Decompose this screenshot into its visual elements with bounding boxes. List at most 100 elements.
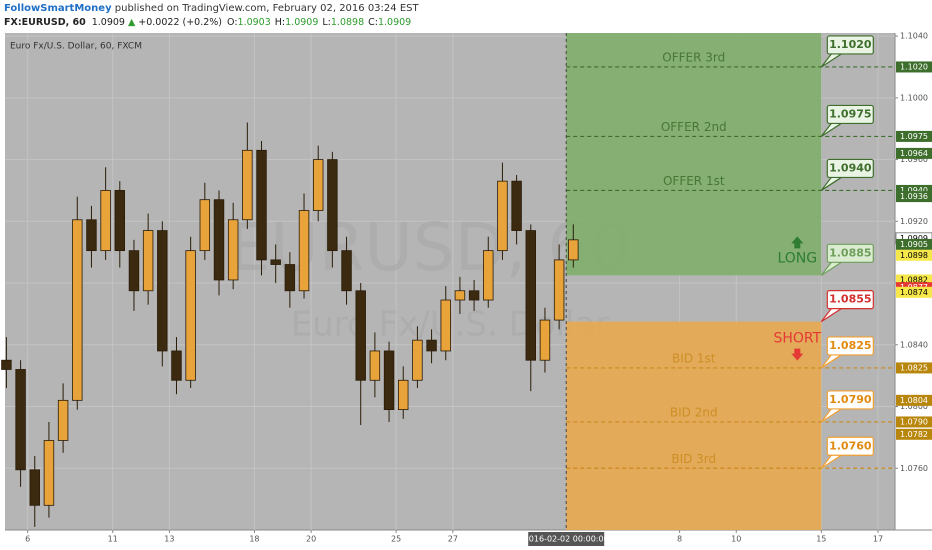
candle-body (525, 230, 536, 361)
candle-body (213, 199, 225, 281)
y-tick-label: 1.1000 (900, 93, 928, 102)
candle-body (483, 250, 494, 301)
symbol: FX:EURUSD, 60 (4, 17, 86, 28)
callout-pointer (820, 308, 842, 323)
candle-body (142, 230, 154, 292)
price-marker-label: 1.1020 (900, 62, 928, 71)
candle-body (72, 219, 83, 401)
quote-line: FX:EURUSD, 60 1.0909 ▲ +0.0022 (+0.2%) O:1.0… (4, 17, 411, 28)
candle-body (227, 219, 239, 281)
y-tick-label: 1.0920 (900, 217, 928, 226)
candle-body (539, 319, 551, 361)
price-marker-label: 1.0898 (900, 251, 928, 260)
candle-body (355, 290, 366, 381)
candle-body (454, 290, 466, 301)
price-marker (896, 238, 932, 250)
price-marker-label: 1.0874 (900, 288, 928, 297)
callout-box (826, 243, 874, 263)
last-price: 1.0909 (92, 17, 125, 28)
price-marker-label: 1.0804 (900, 396, 928, 405)
callout-pointer (820, 53, 842, 68)
candle-body (398, 379, 409, 411)
cursor-label: 2016-02-02 00:00:00 (524, 535, 609, 544)
callout-pointer (820, 408, 842, 423)
candle-body (114, 190, 126, 252)
price-marker (896, 147, 932, 159)
price-marker (896, 428, 932, 440)
ohlc-value: 1.0903 (238, 17, 271, 28)
candle-body (553, 259, 565, 321)
candle-body (1, 359, 12, 370)
level-label: BID 2nd (670, 405, 718, 419)
price-marker-label: 1.0782 (900, 430, 928, 439)
y-tick-label: 1.1040 (900, 32, 928, 41)
callout-label: 1.1020 (829, 38, 872, 51)
candle-body (440, 299, 451, 352)
candle-body (312, 159, 324, 211)
level-label: OFFER 3rd (662, 50, 725, 64)
x-tick-label: 27 (448, 535, 458, 544)
callout-box (826, 35, 874, 55)
price-marker-label: 1.0975 (900, 132, 928, 141)
price-marker (896, 191, 932, 203)
callout-box (826, 436, 874, 456)
published-text: published on TradingView.com, February 0… (112, 3, 420, 14)
callout-label: 1.0855 (829, 293, 871, 306)
ohlc-label: C: (368, 17, 378, 28)
ohlc-value: 1.0909 (378, 17, 411, 28)
legend: Euro Fx/U.S. Dollar, 60, FXCM (10, 42, 142, 52)
x-tick-label: 17 (873, 535, 883, 544)
ohlc-label: O: (227, 17, 238, 28)
callout-pointer (820, 354, 842, 369)
candle-body (199, 199, 211, 252)
publisher[interactable]: FollowSmartMoney (4, 3, 112, 14)
price-marker-label: 1.0825 (900, 363, 928, 372)
price-marker-label: 1.0790 (900, 417, 928, 426)
price-marker-label: 1.0905 (900, 240, 928, 249)
ohlc-value: 1.0898 (331, 17, 364, 28)
candle-body (57, 399, 69, 441)
callout-box (826, 290, 874, 310)
zone-arrow (791, 348, 804, 361)
price-marker-label: 1.0936 (900, 192, 928, 201)
zone-label: LONG (777, 250, 817, 266)
candle-body (383, 350, 395, 411)
candle-body (327, 159, 338, 252)
ohlc-value: 1.0909 (285, 17, 318, 28)
zone-label: SHORT (773, 331, 821, 347)
candle-body (341, 250, 352, 292)
callout-label: 1.0975 (829, 107, 871, 120)
change-arrow: ▲ (128, 17, 136, 28)
price-marker (896, 362, 932, 374)
candle-body (242, 149, 253, 221)
candle-body (270, 259, 281, 265)
candle-body (171, 350, 182, 381)
candle-body (369, 350, 381, 381)
candle-body (185, 250, 196, 381)
change: +0.0022 (+0.2%) (138, 17, 222, 28)
y-tick-label: 1.0840 (900, 340, 928, 349)
callout-box (826, 158, 874, 179)
callout-pointer (820, 176, 842, 191)
ohlc-label: H: (275, 17, 285, 28)
x-tick-label: 15 (816, 535, 826, 544)
publish-line: FollowSmartMoney published on TradingVie… (4, 3, 419, 14)
callout-label: 1.0825 (829, 339, 871, 352)
x-tick-label: 13 (164, 535, 174, 544)
callout-box (826, 336, 874, 356)
candle-body (29, 469, 40, 506)
candle-body (468, 290, 480, 301)
price-marker (896, 286, 932, 298)
price-marker-label: 1.0882 (900, 275, 928, 284)
y-tick-label: 1.0960 (900, 155, 928, 164)
x-tick-label: 8 (677, 535, 682, 544)
price-marker (896, 274, 932, 286)
level-label: BID 1st (672, 351, 716, 365)
candle-body (157, 230, 168, 352)
callout-label: 1.0790 (829, 393, 872, 406)
zone-arrow (791, 236, 804, 249)
y-tick-label: 1.0760 (900, 464, 928, 473)
candle-body (43, 440, 55, 506)
